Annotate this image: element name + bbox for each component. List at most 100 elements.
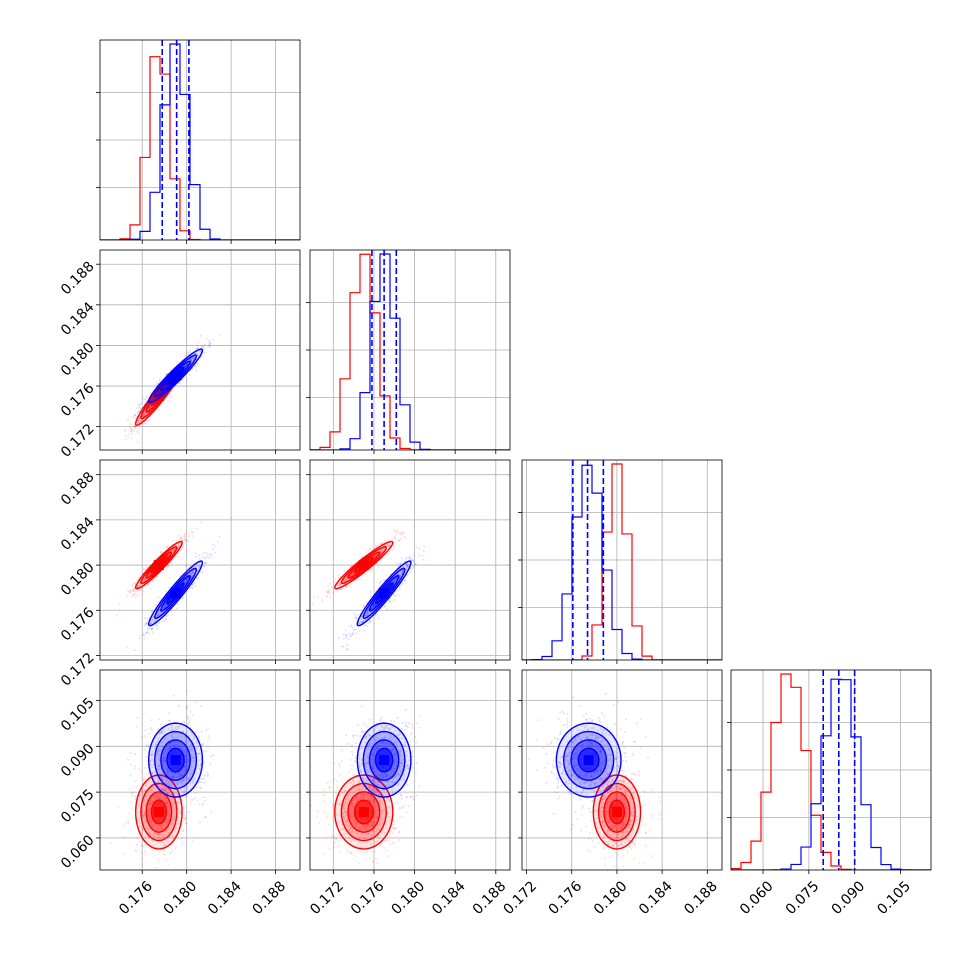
scatter-point [145,566,148,568]
scatter-point [398,539,401,542]
scatter-point [358,621,360,624]
scatter-point [145,821,148,824]
scatter-point [364,614,367,617]
scatter-point [175,827,178,830]
scatter-point [137,420,140,422]
scatter-point [343,580,346,583]
scatter-point [137,811,139,814]
scatter-point [163,843,166,846]
scatter-point [182,769,185,772]
scatter-point [203,799,206,802]
scatter-point [410,567,413,570]
scatter-point [130,589,133,591]
scatter-point [152,825,155,827]
scatter-point [142,829,144,831]
scatter-point [172,776,175,779]
scatter-point [188,540,191,543]
scatter-point [165,780,168,783]
scatter-point [185,579,188,582]
y-tick-label: 0.172 [58,650,98,690]
scatter-point [390,557,393,560]
scatter-point [409,571,412,574]
scatter-point [202,749,205,752]
scatter-point [166,555,169,558]
scatter-point [346,578,349,581]
scatter-point [204,562,206,565]
scatter-point [163,790,166,793]
scatter-point [144,398,146,401]
scatter-point [151,631,154,634]
scatter-point [129,787,131,790]
scatter-point [372,565,375,568]
scatter-point [367,549,370,552]
scatter-point [195,527,198,530]
density-peak-0 [153,807,164,817]
scatter-point [149,788,152,791]
scatter-point [190,575,193,578]
scatter-point [191,766,193,769]
scatter-point [183,788,186,791]
scatter-point [157,836,160,839]
scatter-point [123,852,126,855]
scatter-point [178,725,181,728]
scatter-point [188,747,191,750]
scatter-point [162,752,165,755]
y-tick-label: 0.172 [58,421,98,461]
scatter-point [140,588,143,590]
scatter-point [129,591,132,594]
scatter-point [135,725,138,728]
scatter-point [153,772,156,775]
scatter-point [175,736,178,739]
scatter-point [168,719,171,722]
scatter-point [131,595,134,598]
scatter-point [199,821,201,824]
scatter-point [364,573,367,576]
scatter-point [166,746,169,749]
scatter-point [159,798,162,800]
scatter-point [154,618,157,621]
scatter-point [176,823,179,826]
scatter-point [167,771,170,774]
scatter-point [147,420,149,423]
scatter-point [161,730,163,733]
scatter-point [165,755,167,758]
scatter-point [379,549,382,552]
scatter-point [134,593,137,596]
scatter-point [160,777,163,780]
scatter-point [144,407,147,409]
scatter-point [338,636,340,639]
scatter-point [146,772,149,775]
scatter-point [143,835,146,838]
scatter-point [199,334,202,337]
scatter-point [201,744,204,747]
scatter-point [148,406,151,409]
scatter-point [160,741,163,744]
scatter-point [166,792,169,795]
scatter-point [195,556,198,558]
scatter-point [171,550,174,553]
scatter-point [199,764,202,767]
scatter-point [363,630,366,632]
scatter-point [351,632,354,635]
scatter-point [208,343,211,346]
scatter-point [192,756,195,759]
scatter-point [160,792,162,795]
scatter-point [401,569,404,572]
scatter-point [158,759,161,762]
scatter-point [346,585,348,588]
scatter-point [143,799,146,802]
scatter-point [143,578,146,581]
scatter-point [145,784,148,787]
scatter-point [422,549,425,552]
scatter-point [157,778,160,781]
scatter-point [191,571,194,574]
scatter-point [184,765,187,768]
scatter-point [383,604,386,607]
scatter-point [410,556,413,559]
scatter-point [172,776,175,778]
scatter-point [182,749,184,751]
scatter-point [138,417,141,419]
scatter-point [147,818,150,821]
scatter-point [177,735,180,738]
